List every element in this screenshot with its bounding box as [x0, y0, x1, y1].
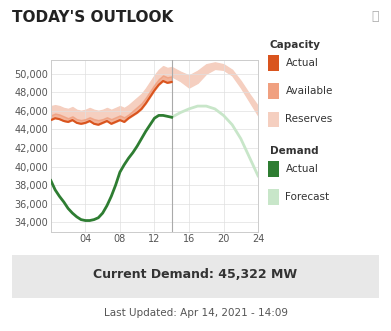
Text: Actual: Actual: [285, 164, 318, 174]
Text: Demand: Demand: [270, 146, 318, 156]
Text: TODAY'S OUTLOOK: TODAY'S OUTLOOK: [12, 10, 173, 25]
Text: Reserves: Reserves: [285, 114, 333, 124]
Text: Capacity: Capacity: [270, 40, 321, 50]
Text: ⓘ: ⓘ: [372, 10, 379, 23]
Text: Last Updated: Apr 14, 2021 - 14:09: Last Updated: Apr 14, 2021 - 14:09: [104, 308, 287, 318]
Text: Available: Available: [285, 86, 333, 96]
Text: Current Demand: 45,322 MW: Current Demand: 45,322 MW: [93, 268, 298, 281]
Text: Actual: Actual: [285, 58, 318, 68]
Text: Forecast: Forecast: [285, 192, 330, 202]
